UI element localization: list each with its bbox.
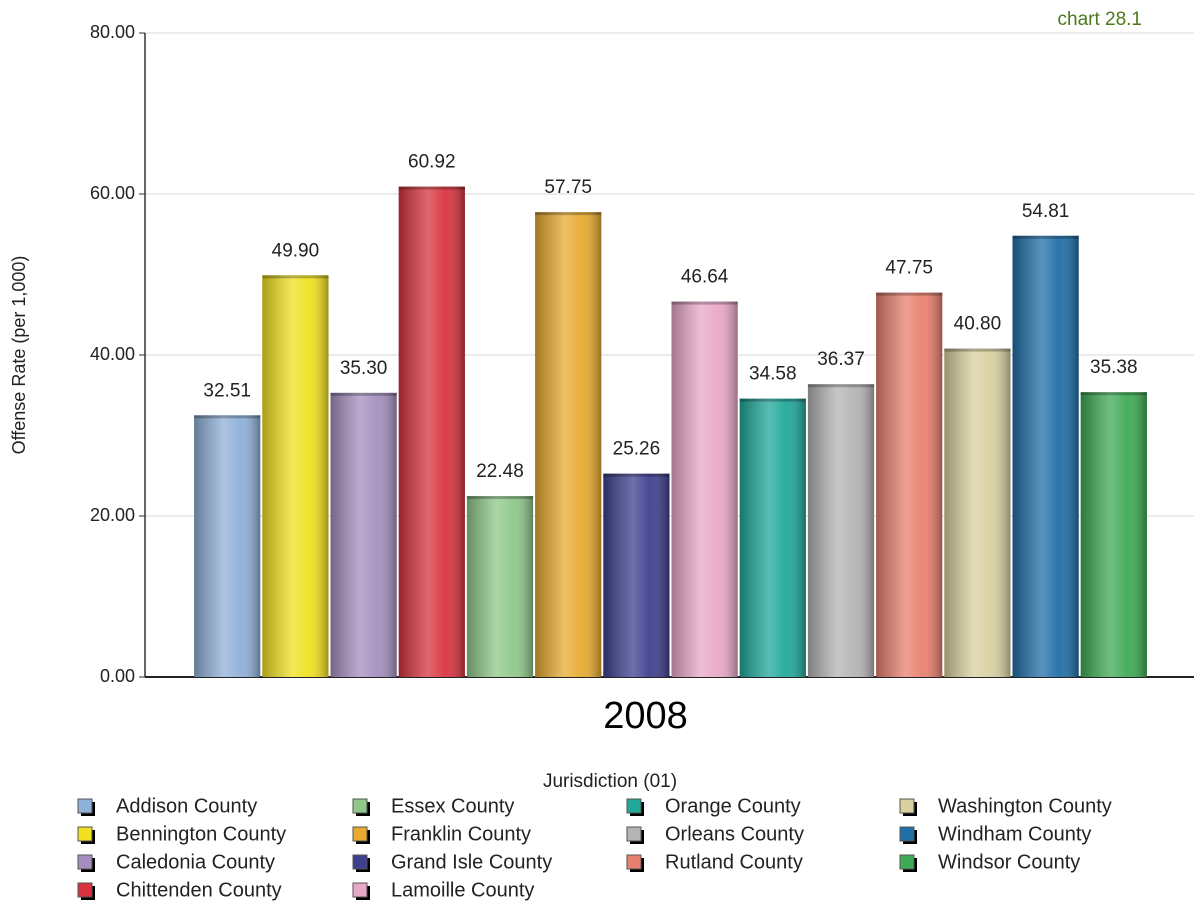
bar-cap — [535, 212, 602, 216]
legend-swatch — [77, 826, 93, 842]
bar-shade — [535, 212, 602, 678]
legend-swatch — [899, 798, 915, 814]
bar-cap — [876, 292, 943, 296]
value-label: 34.58 — [749, 364, 797, 385]
bar-cap — [330, 392, 397, 396]
bar-cap — [398, 186, 465, 190]
y-axis-label: Offense Rate (per 1,000) — [9, 256, 29, 455]
bar-shade — [1012, 235, 1079, 678]
x-tick-label: 2008 — [603, 695, 688, 737]
y-tick-label: 20.00 — [90, 505, 135, 525]
legend-swatch — [352, 882, 368, 898]
bar-shade — [807, 384, 875, 677]
legend-label: Windham County — [938, 823, 1091, 845]
bar-shade — [466, 496, 534, 677]
bar-cap — [1012, 235, 1079, 239]
value-label: 47.75 — [885, 258, 933, 279]
legend-label: Windsor County — [938, 851, 1080, 873]
legend-swatch — [626, 854, 642, 870]
legend-swatch — [77, 854, 93, 870]
legend-label: Addison County — [116, 795, 257, 817]
legend-label: Grand Isle County — [391, 851, 552, 873]
bar-cap — [466, 496, 534, 500]
bar-cap — [194, 415, 261, 419]
bar-shade — [194, 415, 261, 677]
legend-label: Chittenden County — [116, 879, 282, 901]
value-label: 54.81 — [1022, 201, 1070, 222]
legend-label: Bennington County — [116, 823, 286, 845]
value-label: 32.51 — [203, 380, 251, 401]
legend-label: Caledonia County — [116, 851, 275, 873]
legend-label: Orange County — [665, 795, 801, 817]
bar-shade — [330, 392, 397, 677]
bar-cap — [1080, 392, 1147, 396]
legend-swatch — [77, 882, 93, 898]
bar-shade — [944, 348, 1011, 677]
legend-swatch — [352, 798, 368, 814]
value-label: 22.48 — [476, 461, 524, 482]
legend-swatch — [626, 826, 642, 842]
value-label: 49.90 — [272, 240, 320, 261]
bar-shade — [739, 398, 806, 677]
bar-cap — [807, 384, 875, 388]
bar-shade — [876, 292, 943, 677]
legend-label: Essex County — [391, 795, 514, 817]
bar-cap — [603, 473, 670, 477]
legend-swatch — [352, 854, 368, 870]
y-tick-label: 0.00 — [100, 666, 135, 686]
value-label: 46.64 — [681, 267, 729, 288]
bar-shade — [262, 275, 329, 677]
legend-label: Washington County — [938, 795, 1112, 817]
legend-swatch — [77, 798, 93, 814]
value-label: 40.80 — [954, 314, 1002, 335]
legend-label: Rutland County — [665, 851, 803, 873]
legend-label: Orleans County — [665, 823, 804, 845]
bar-cap — [671, 301, 738, 305]
bar-shade — [398, 186, 465, 677]
y-tick-label: 40.00 — [90, 344, 135, 364]
legend-label: Lamoille County — [391, 879, 534, 901]
value-label: 35.30 — [340, 358, 388, 379]
legend-swatch — [899, 826, 915, 842]
chart-note: chart 28.1 — [1058, 9, 1143, 30]
bar-shade — [603, 473, 670, 677]
value-label: 57.75 — [544, 177, 592, 198]
legend-label: Franklin County — [391, 823, 531, 845]
y-tick-label: 60.00 — [90, 183, 135, 203]
value-label: 25.26 — [613, 439, 661, 460]
bar-cap — [739, 398, 806, 402]
value-label: 35.38 — [1090, 357, 1138, 378]
legend-swatch — [626, 798, 642, 814]
legend-title: Jurisdiction (01) — [543, 771, 677, 792]
bar-shade — [671, 301, 738, 677]
y-tick-label: 80.00 — [90, 22, 135, 42]
legend-swatch — [899, 854, 915, 870]
value-label: 60.92 — [408, 152, 456, 173]
bar-shade — [1080, 392, 1147, 677]
legend-swatch — [352, 826, 368, 842]
bar-cap — [944, 348, 1011, 352]
bar-cap — [262, 275, 329, 279]
value-label: 36.37 — [817, 349, 865, 370]
